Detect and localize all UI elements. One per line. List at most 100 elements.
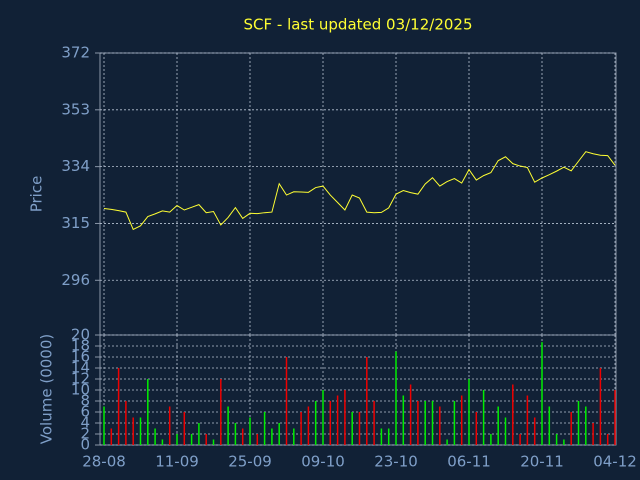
volume-bar — [526, 395, 529, 445]
y-tick-label: 296 — [61, 271, 90, 289]
price-line — [103, 151, 616, 231]
y-axis-label: Volume (0000) — [38, 334, 56, 444]
volume-bar — [336, 395, 339, 445]
volume-bar — [227, 406, 229, 445]
volume-bar — [490, 434, 492, 445]
volume-bar — [117, 368, 120, 445]
volume-bar — [570, 412, 572, 445]
y-tick-label: 4 — [80, 414, 90, 432]
volume-bar — [241, 428, 244, 445]
volume-bar — [424, 401, 426, 445]
volume-bar — [512, 384, 514, 445]
x-tick-label: 23-10 — [374, 453, 418, 471]
volume-bar — [183, 412, 186, 445]
volume-bar — [402, 395, 405, 445]
volume-bar — [475, 412, 478, 445]
volume-bar — [300, 412, 302, 445]
volume-bar — [497, 406, 499, 445]
volume-bar — [431, 401, 434, 445]
volume-bar — [322, 390, 324, 445]
volume-bar — [606, 434, 609, 445]
volume-bar — [366, 357, 368, 445]
x-tick-label: 04-12 — [593, 453, 637, 471]
volume-bar — [387, 428, 390, 445]
volume-bar — [373, 401, 375, 445]
volume-bar — [541, 342, 543, 445]
volume-bar — [190, 434, 193, 445]
volume-bar — [132, 417, 134, 445]
volume-bar — [103, 406, 105, 445]
volume-bar — [278, 423, 280, 445]
chart-title: SCF - last updated 03/12/2025 — [244, 16, 473, 34]
y-tick-label: 14 — [71, 359, 90, 377]
volume-bar — [220, 379, 222, 445]
volume-bar — [314, 401, 317, 445]
volume-bar — [110, 428, 113, 445]
volume-bar — [139, 417, 142, 445]
volume-bar — [446, 439, 448, 445]
volume-bar — [249, 417, 251, 445]
y-tick-label: 353 — [61, 100, 90, 118]
volume-bar — [212, 439, 215, 445]
y-tick-label: 8 — [80, 392, 90, 410]
volume-bar — [599, 368, 602, 445]
y-tick-label: 20 — [71, 326, 90, 344]
volume-bar — [555, 434, 558, 445]
volume-bar — [548, 406, 551, 445]
y-tick-label: 10 — [71, 381, 90, 399]
y-tick-label: 0 — [80, 436, 90, 454]
volume-bar — [168, 406, 171, 445]
volume-bar — [460, 395, 463, 445]
x-tick-label: 28-08 — [82, 453, 126, 471]
volume-bar — [256, 434, 259, 445]
volume-bar — [154, 428, 156, 445]
y-tick-label: 16 — [71, 348, 90, 366]
volume-bar — [395, 351, 397, 445]
x-tick-label: 06-11 — [447, 453, 491, 471]
volume-bar — [329, 401, 332, 445]
volume-bar — [205, 434, 207, 445]
x-tick-label: 25-09 — [228, 453, 272, 471]
volume-bar — [614, 390, 616, 445]
volume-bar — [519, 434, 521, 445]
volume-bar — [439, 406, 441, 445]
volume-bar — [344, 390, 346, 445]
volume-bar — [285, 357, 288, 445]
y-tick-label: 334 — [61, 157, 90, 175]
volume-bar — [482, 390, 485, 445]
volume-bar — [307, 406, 310, 445]
volume-bar — [504, 417, 507, 445]
volume-bar — [125, 401, 127, 445]
volume-bar — [577, 401, 580, 445]
volume-bar — [351, 412, 353, 445]
volume-bar — [147, 379, 149, 445]
volume-bar — [592, 423, 594, 445]
volume-bar — [234, 423, 237, 445]
volume-bar — [358, 412, 361, 445]
volume-bar — [380, 428, 383, 445]
y-tick-label: 315 — [61, 214, 90, 232]
volume-bar — [198, 423, 200, 445]
volume-bar — [533, 417, 536, 445]
volume-bar — [563, 439, 565, 445]
volume-bar — [263, 412, 266, 445]
y-tick-label: 372 — [61, 44, 90, 62]
volume-bar — [271, 428, 273, 445]
volume-bar — [417, 401, 419, 445]
x-tick-label: 09-10 — [301, 453, 345, 471]
volume-bar — [161, 439, 164, 445]
volume-bar — [176, 434, 178, 445]
volume-bar — [409, 384, 412, 445]
volume-bar — [453, 401, 456, 445]
volume-bar — [293, 428, 295, 445]
y-tick-label: 18 — [71, 337, 90, 355]
y-tick-label: 6 — [80, 403, 90, 421]
x-tick-label: 11-09 — [155, 453, 199, 471]
y-tick-label: 2 — [80, 425, 90, 443]
y-axis-label: Price — [28, 176, 46, 213]
y-tick-label: 12 — [71, 370, 90, 388]
volume-bar — [468, 379, 470, 445]
volume-bar — [585, 406, 587, 445]
x-tick-label: 20-11 — [520, 453, 564, 471]
